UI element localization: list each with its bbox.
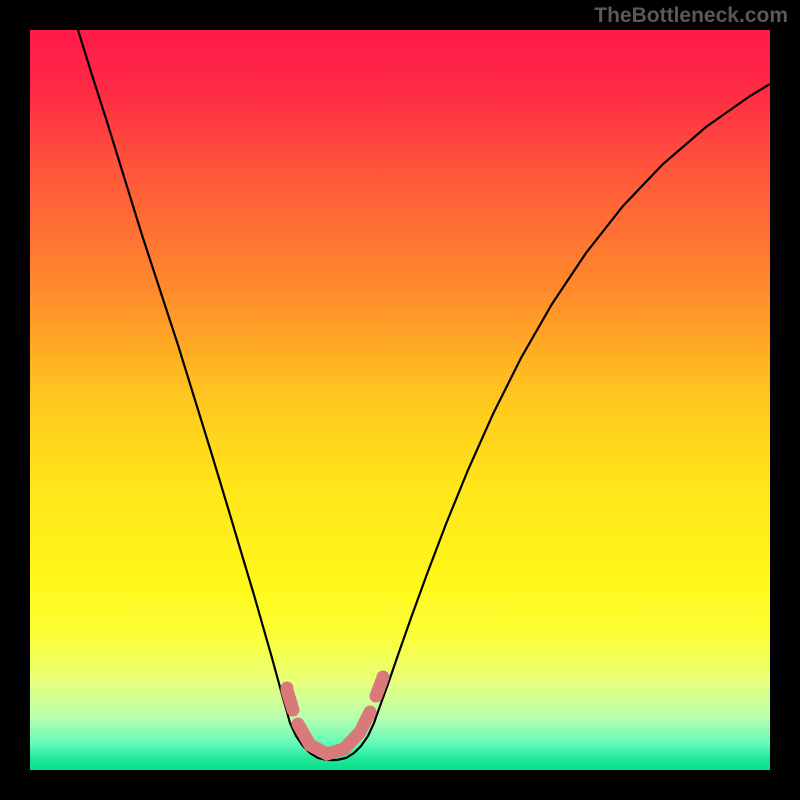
valley-end-dot <box>377 671 390 684</box>
curve-layer <box>30 30 770 770</box>
watermark-text: TheBottleneck.com <box>594 4 788 28</box>
bottleneck-curve <box>78 30 770 760</box>
plot-area <box>30 30 770 770</box>
valley-marker <box>281 671 390 755</box>
valley-end-dot <box>281 682 294 695</box>
